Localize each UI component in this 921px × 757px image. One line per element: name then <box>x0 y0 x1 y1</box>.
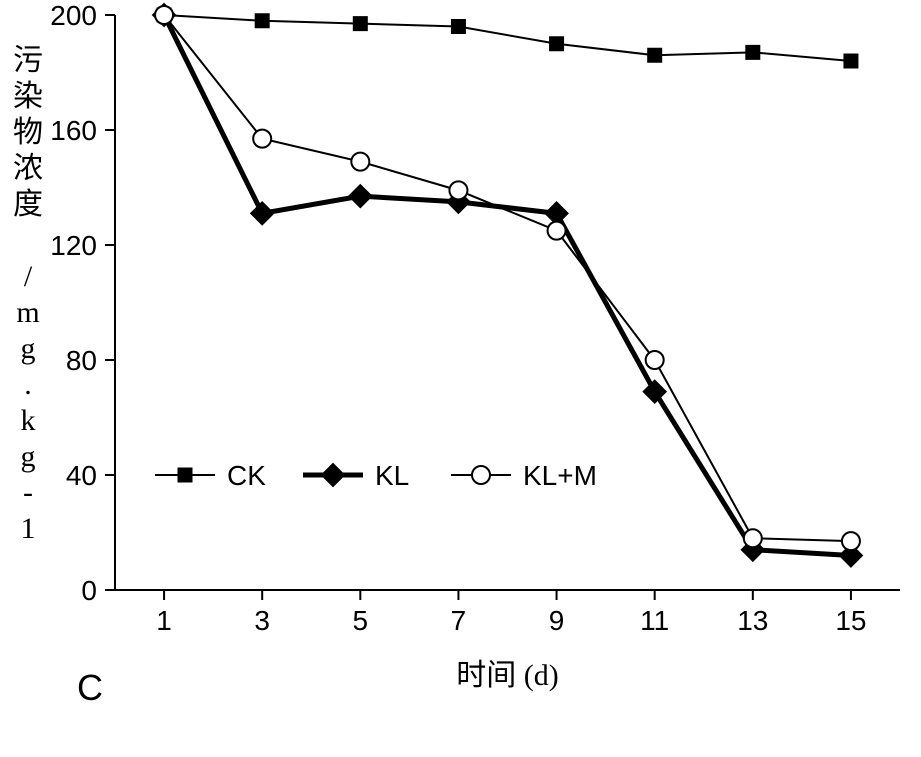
marker-circle <box>155 6 173 24</box>
marker-circle <box>842 532 860 550</box>
marker-square <box>178 468 192 482</box>
marker-square <box>255 14 269 28</box>
marker-circle <box>253 130 271 148</box>
marker-square <box>844 54 858 68</box>
marker-diamond <box>321 463 344 486</box>
legend-label: KL+M <box>523 460 597 491</box>
marker-circle <box>744 529 762 547</box>
marker-circle <box>472 466 490 484</box>
x-tick-label: 13 <box>737 605 768 636</box>
y-axis-title-char: g <box>21 440 36 473</box>
y-tick-label: 80 <box>66 345 97 376</box>
panel-label: C <box>77 667 103 708</box>
marker-square <box>451 20 465 34</box>
marker-circle <box>351 153 369 171</box>
x-tick-label: 7 <box>451 605 467 636</box>
marker-diamond <box>643 380 666 403</box>
y-axis-title-char: 度 <box>13 188 43 221</box>
y-axis-title-char: g <box>21 332 36 365</box>
marker-circle <box>646 351 664 369</box>
legend-label: KL <box>375 460 409 491</box>
y-axis-title-char: . <box>24 368 32 401</box>
y-tick-label: 40 <box>66 460 97 491</box>
y-axis-title-char: / <box>24 260 33 293</box>
marker-circle <box>548 222 566 240</box>
legend-label: CK <box>227 460 266 491</box>
y-tick-label: 200 <box>50 0 97 31</box>
chart-container: 0408012016020013579111315时间 (d)C污染物浓度 /m… <box>0 0 921 757</box>
x-tick-label: 11 <box>640 605 669 636</box>
x-tick-label: 15 <box>835 605 866 636</box>
y-tick-label: 0 <box>81 575 97 606</box>
series-line <box>164 15 851 541</box>
y-axis-title-char: 污 <box>13 44 43 77</box>
legend: CK KL KL+M <box>155 460 597 491</box>
marker-square <box>353 17 367 31</box>
y-axis-title-char: 物 <box>13 116 43 149</box>
y-axis-title-char: 浓 <box>13 152 43 185</box>
x-tick-label: 1 <box>156 605 172 636</box>
x-tick-label: 5 <box>353 605 369 636</box>
y-axis-title-char: m <box>16 296 39 329</box>
x-tick-label: 3 <box>254 605 270 636</box>
y-axis-title-char: - <box>23 476 33 509</box>
marker-circle <box>449 181 467 199</box>
marker-diamond <box>349 184 372 207</box>
x-tick-label: 9 <box>549 605 565 636</box>
x-axis-title: 时间 (d) <box>456 659 558 692</box>
y-axis-title-char: 染 <box>13 80 43 113</box>
y-tick-label: 160 <box>50 115 97 146</box>
line-chart: 0408012016020013579111315时间 (d)C污染物浓度 /m… <box>0 0 921 757</box>
marker-square <box>746 45 760 59</box>
marker-square <box>550 37 564 51</box>
marker-diamond <box>251 202 274 225</box>
y-axis-title-char: 1 <box>21 512 36 545</box>
y-tick-label: 120 <box>50 230 97 261</box>
series-CK <box>157 8 858 68</box>
marker-square <box>648 48 662 62</box>
y-axis-title-char: k <box>21 404 36 437</box>
